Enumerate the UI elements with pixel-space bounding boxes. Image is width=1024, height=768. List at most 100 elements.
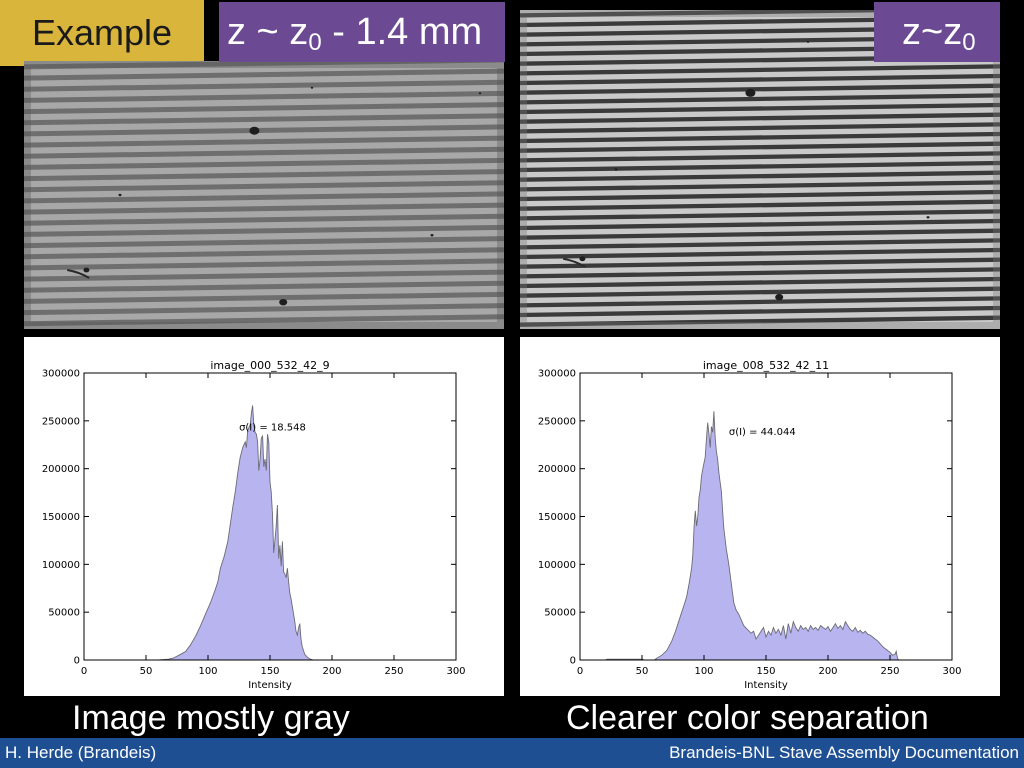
fringe-stripe — [24, 135, 504, 148]
histogram-line — [580, 411, 952, 661]
dust-speck — [745, 88, 756, 97]
fringe-stripe — [24, 146, 504, 159]
dust-speck — [806, 40, 810, 43]
x-tick-label: 100 — [198, 666, 217, 677]
fringe-stripe — [520, 267, 1000, 279]
focus-nominal-z-sub: 0 — [962, 29, 976, 56]
fringe-stripe — [520, 209, 1000, 221]
fringe-stripe — [24, 202, 504, 215]
x-tick-label: 300 — [942, 666, 961, 677]
footer-author: H. Herde (Brandeis) — [5, 743, 157, 762]
histogram-area — [580, 411, 952, 660]
fringe-stripe — [520, 238, 1000, 250]
fringe-stripe — [520, 131, 1000, 144]
fringe-stripe — [520, 296, 1000, 308]
left-fringe-photo — [24, 61, 504, 329]
x-tick-label: 250 — [880, 666, 899, 677]
sigma-annotation: σ(I) = 44.044 — [729, 427, 796, 438]
left-histogram-panel: image_000_532_42_9 0 50 100 150 200 250 300 0 500… — [24, 337, 504, 696]
right-histogram: image_008_532_42_11 0 50 100 150 200 250 300 0 50… — [538, 359, 962, 691]
dust-speck — [249, 126, 260, 135]
x-tick-label: 300 — [446, 666, 465, 677]
fringe-stripe — [520, 218, 1000, 231]
example-label: Example — [32, 12, 173, 53]
fringe-stripe — [24, 79, 504, 92]
dust-speck — [430, 234, 434, 237]
fringe-stripe — [520, 102, 1000, 115]
y-tick-label: 100000 — [538, 560, 576, 571]
y-tick-label: 0 — [74, 656, 80, 667]
fringe-stripe — [520, 305, 1000, 318]
y-tick-label: 200000 — [538, 464, 576, 475]
fiber-defect — [563, 257, 586, 268]
focus-offset-value: - 1.4 mm — [321, 11, 483, 53]
y-tick-label: 300000 — [538, 369, 576, 380]
fringe-stripe — [520, 83, 1000, 95]
fringe-stripe — [24, 180, 504, 193]
dust-speck — [614, 168, 618, 171]
footer-project: Brandeis-BNL Stave Assembly Documentatio… — [669, 743, 1019, 762]
fringe-stripe — [520, 122, 1000, 134]
example-tag: Example — [0, 0, 204, 66]
fringe-stripe — [520, 189, 1000, 202]
dust-speck — [579, 256, 586, 262]
x-tick-label: 0 — [81, 666, 87, 677]
fringe-stripe — [520, 10, 1000, 18]
footer-bar: H. Herde (Brandeis) Brandeis-BNL Stave A… — [0, 738, 1024, 768]
x-tick-label: 200 — [322, 666, 341, 677]
focus-nominal-z: z~z — [902, 11, 963, 53]
y-tick-label: 300000 — [42, 369, 80, 380]
dust-speck — [775, 293, 784, 301]
y-tick-label: 50000 — [544, 608, 576, 619]
x-tick-label: 200 — [818, 666, 837, 677]
fringe-stripe — [520, 151, 1000, 163]
fringe-stripe — [24, 224, 504, 237]
y-tick-label: 100000 — [42, 560, 80, 571]
fringe-stripe — [520, 170, 1000, 182]
y-tick-label: 250000 — [42, 416, 80, 427]
fringe-stripe — [24, 236, 504, 249]
y-tick-label: 150000 — [538, 512, 576, 523]
left-histogram: image_000_532_42_9 0 50 100 150 200 250 300 0 500… — [42, 359, 466, 691]
fringe-stripe — [24, 113, 504, 126]
dust-speck — [83, 267, 90, 273]
fringe-stripe — [520, 315, 1000, 327]
right-histogram-panel: image_008_532_42_11 0 50 100 150 200 250 300 0 50… — [520, 337, 1000, 696]
fringe-stripe — [520, 141, 1000, 153]
y-tick-label: 0 — [570, 656, 576, 667]
focus-nominal-tag: z~z0 — [874, 2, 1000, 62]
chart-title: image_008_532_42_11 — [703, 359, 829, 372]
fringe-stripe — [24, 314, 504, 327]
focus-offset-z-sub: 0 — [308, 29, 322, 56]
x-tick-label: 150 — [260, 666, 279, 677]
x-tick-label: 50 — [636, 666, 649, 677]
fringe-stripe — [520, 247, 1000, 260]
x-tick-label: 150 — [756, 666, 775, 677]
y-tick-label: 200000 — [42, 464, 80, 475]
x-tick-label: 250 — [384, 666, 403, 677]
fringe-stripe — [24, 124, 504, 137]
fringe-stripe — [24, 90, 504, 103]
focus-offset-tag: z ~ z0 - 1.4 mm — [219, 2, 505, 62]
y-tick-label: 250000 — [538, 416, 576, 427]
fringe-stripe — [24, 291, 504, 304]
dust-speck — [310, 86, 314, 89]
fringe-stripe — [520, 286, 1000, 298]
right-caption: Clearer color separation — [566, 699, 929, 737]
fringe-stripe — [24, 68, 504, 81]
fringe-stripe — [24, 102, 504, 115]
focus-offset-z: z ~ z — [227, 11, 309, 53]
y-tick-label: 150000 — [42, 512, 80, 523]
histogram-line — [84, 405, 456, 661]
fringe-stripe — [24, 280, 504, 293]
fringe-stripe — [520, 228, 1000, 240]
fringe-stripe — [24, 303, 504, 316]
fringe-stripe — [24, 191, 504, 204]
fringe-stripe — [520, 160, 1000, 173]
sigma-annotation: σ(I) = 18.548 — [239, 422, 306, 433]
y-tick-label: 50000 — [48, 608, 80, 619]
fringe-stripe — [24, 169, 504, 182]
fiber-defect — [67, 269, 90, 279]
x-tick-label: 100 — [694, 666, 713, 677]
left-caption: Image mostly gray — [72, 699, 350, 737]
